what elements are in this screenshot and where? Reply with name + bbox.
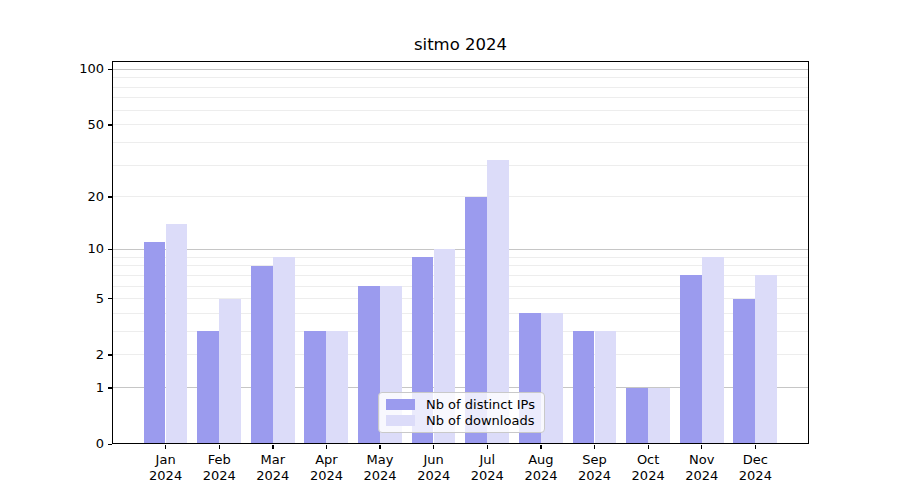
bar <box>595 331 617 444</box>
x-tick-label-year: 2024 <box>723 468 787 484</box>
x-tick-mark <box>219 445 220 449</box>
bar <box>573 331 595 444</box>
x-tick-mark <box>487 445 488 449</box>
y-tick-label: 0 <box>0 436 104 452</box>
x-tick-mark <box>648 445 649 449</box>
gridline-minor <box>112 77 809 78</box>
y-tick-label: 2 <box>0 347 104 363</box>
x-tick-mark <box>326 445 327 449</box>
y-tick-mark <box>108 354 112 355</box>
bar <box>702 257 724 444</box>
plot-area <box>112 61 809 444</box>
y-tick-mark <box>108 124 112 125</box>
y-tick-label: 5 <box>0 291 104 307</box>
x-tick-label-month: Dec <box>723 452 787 468</box>
chart: sitmo 2024 1005020105210 Jan2024Feb2024M… <box>0 0 900 500</box>
gridline-minor <box>112 196 809 197</box>
bar <box>648 388 670 444</box>
y-tick-label: 1 <box>0 380 104 396</box>
x-tick-mark <box>755 445 756 449</box>
legend-label: Nb of downloads <box>426 413 534 428</box>
x-tick-mark <box>165 445 166 449</box>
bar <box>166 224 188 444</box>
gridline-minor <box>112 87 809 88</box>
gridline-minor <box>112 110 809 111</box>
chart-title: sitmo 2024 <box>112 35 809 54</box>
bar <box>144 242 166 444</box>
legend-entry: Nb of downloads <box>386 413 537 428</box>
x-tick-mark <box>379 445 380 449</box>
bar <box>219 299 241 444</box>
gridline-minor <box>112 142 809 143</box>
gridline-minor <box>112 97 809 98</box>
gridline-major <box>112 69 809 70</box>
y-tick-label: 100 <box>0 61 104 77</box>
bar <box>273 257 295 444</box>
x-tick-label: Dec2024 <box>723 452 787 483</box>
x-tick-mark <box>272 445 273 449</box>
y-tick-label: 20 <box>0 189 104 205</box>
legend-entry: Nb of distinct IPs <box>386 397 537 412</box>
x-tick-mark <box>433 445 434 449</box>
legend-swatch <box>386 399 415 410</box>
gridline-major <box>112 249 809 250</box>
y-tick-mark <box>108 298 112 299</box>
bar <box>197 331 219 444</box>
y-tick-label: 10 <box>0 241 104 257</box>
y-tick-mark <box>108 196 112 197</box>
bar <box>326 331 348 444</box>
x-tick-mark <box>701 445 702 449</box>
y-tick-mark <box>108 69 112 70</box>
legend-swatch <box>386 415 415 426</box>
y-tick-label: 50 <box>0 117 104 133</box>
bar <box>251 266 273 444</box>
bar <box>733 299 755 444</box>
bar <box>626 388 648 444</box>
gridline-minor <box>112 165 809 166</box>
bar <box>358 286 380 444</box>
gridline-minor <box>112 124 809 125</box>
x-tick-mark <box>594 445 595 449</box>
bar <box>304 331 326 444</box>
x-tick-mark <box>540 445 541 449</box>
y-tick-mark <box>108 444 112 445</box>
bar <box>680 275 702 444</box>
bar <box>755 275 777 444</box>
legend-label: Nb of distinct IPs <box>426 397 535 412</box>
y-tick-mark <box>108 249 112 250</box>
y-tick-mark <box>108 387 112 388</box>
legend: Nb of distinct IPsNb of downloads <box>378 392 545 433</box>
